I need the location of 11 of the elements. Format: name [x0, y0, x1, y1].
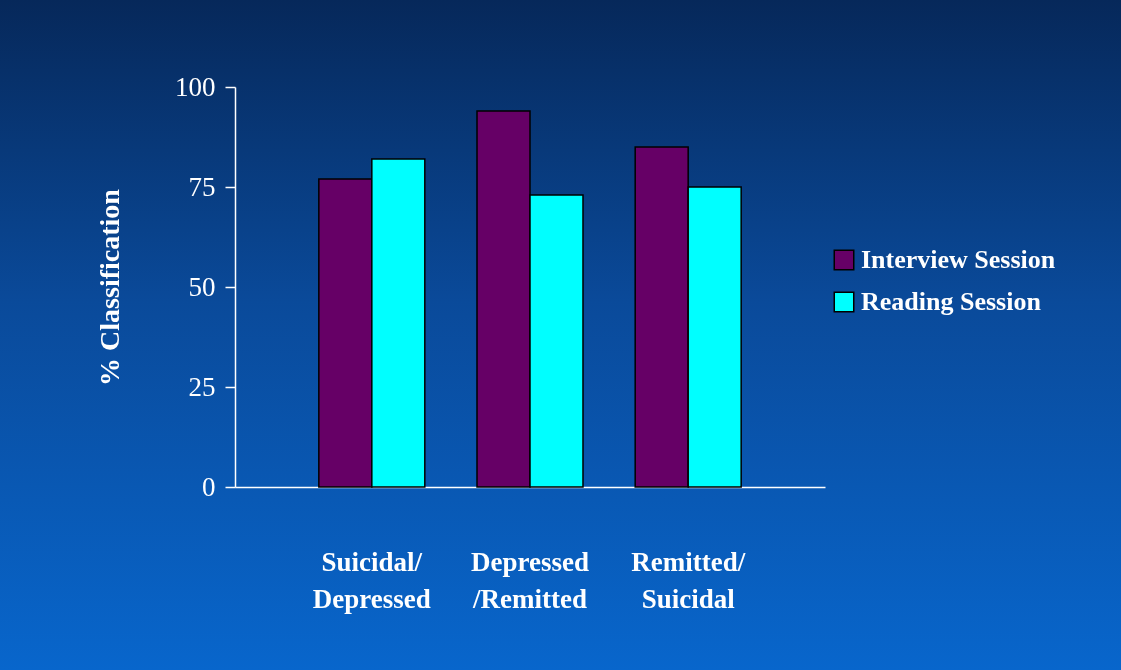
y-tick-label: 75 — [188, 171, 216, 202]
legend-label: Interview Session — [861, 245, 1056, 274]
x-tick-label: Remitted/ Suicidal — [631, 546, 746, 614]
y-axis-title: % Classification — [94, 188, 125, 386]
y-tick-label: 50 — [188, 271, 216, 302]
x-tick-label: Suicidal/ Depressed — [312, 546, 431, 614]
y-tick-label: 0 — [202, 471, 216, 502]
y-tick-label: 100 — [175, 71, 216, 102]
y-tick-label: 25 — [188, 371, 216, 402]
legend-label: Reading Session — [861, 287, 1042, 316]
x-tick-label: Depressed /Remitted — [471, 546, 589, 614]
